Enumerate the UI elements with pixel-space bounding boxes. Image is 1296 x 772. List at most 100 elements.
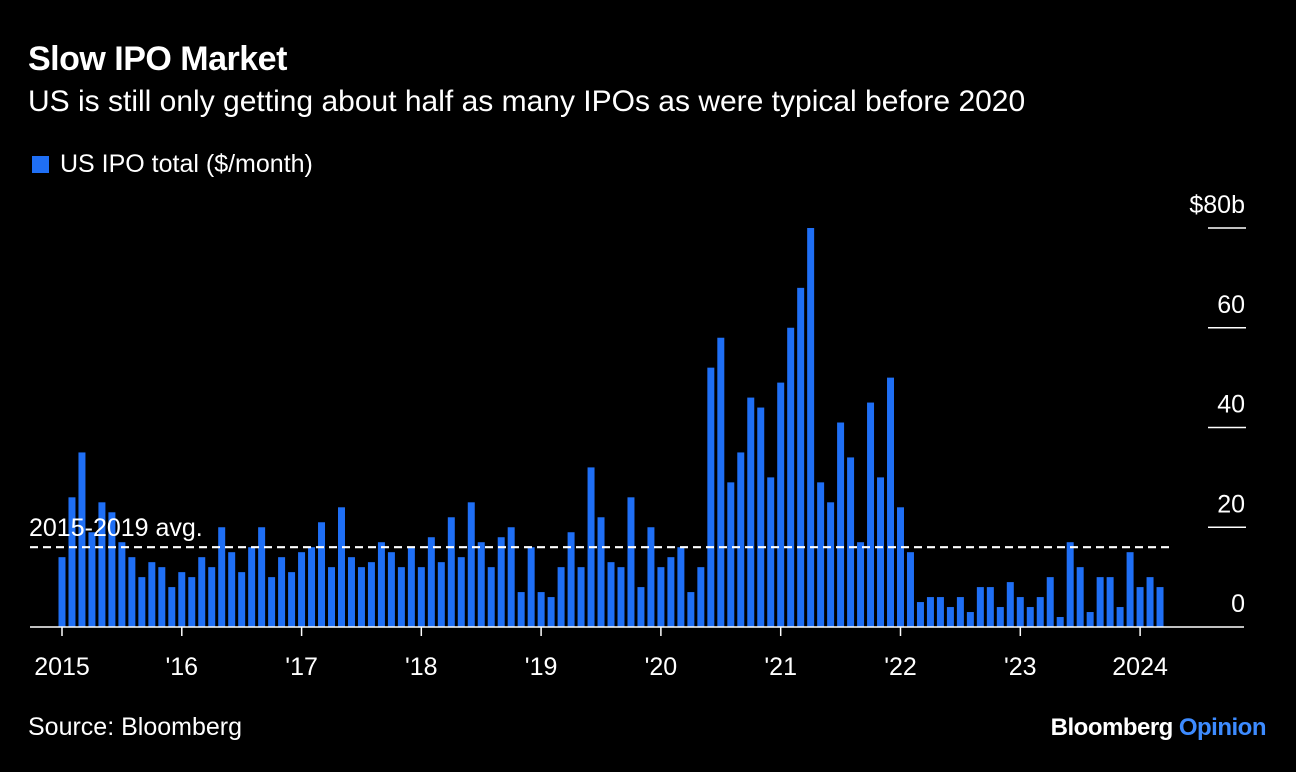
bar	[258, 527, 266, 627]
bar	[1106, 577, 1114, 628]
bar	[377, 542, 385, 627]
bar	[867, 402, 875, 627]
bar	[657, 567, 665, 627]
chart-title: Slow IPO Market	[28, 40, 287, 78]
bar	[1036, 597, 1044, 627]
bar	[238, 572, 246, 627]
bar	[158, 567, 166, 627]
bar	[1096, 577, 1104, 628]
legend-swatch	[32, 156, 49, 173]
x-tick-label: '22	[884, 653, 917, 681]
x-tick-label: '18	[405, 653, 438, 681]
bar	[338, 507, 345, 627]
bar	[897, 507, 904, 627]
bar	[1056, 617, 1064, 627]
bar	[687, 592, 695, 627]
bar	[996, 607, 1004, 627]
chart-subtitle: US is still only getting about half as m…	[28, 85, 1026, 118]
bar	[98, 502, 106, 627]
bar	[1076, 567, 1084, 627]
bar	[527, 547, 535, 627]
x-axis: 2015 '16 '17 '18 '19 '20 '21 '22 '23 2024	[34, 627, 1168, 681]
bar	[138, 577, 146, 628]
bar	[367, 562, 375, 627]
bar	[447, 517, 455, 627]
bar	[697, 567, 705, 627]
bar	[757, 407, 765, 627]
bar	[976, 587, 984, 627]
bar	[797, 287, 805, 627]
bar	[417, 567, 425, 627]
bar	[288, 572, 296, 627]
bar	[1146, 577, 1154, 628]
bar	[597, 517, 605, 627]
bar	[547, 597, 555, 627]
x-tick-label: 2024	[1112, 653, 1168, 681]
bar	[677, 547, 685, 627]
brand-suffix: Opinion	[1178, 714, 1267, 741]
y-tick-label: $80b	[1189, 191, 1245, 219]
bar	[1046, 577, 1054, 628]
bar	[228, 552, 236, 627]
bar	[787, 327, 795, 627]
reference-line-group: 2015-2019 avg.	[29, 514, 1172, 549]
bar	[437, 562, 445, 627]
y-tick-label: 20	[1217, 490, 1245, 518]
bar	[647, 527, 655, 627]
bar	[397, 567, 405, 627]
bar	[1126, 552, 1134, 627]
bar	[637, 587, 645, 627]
bar	[218, 527, 226, 627]
bar	[847, 457, 855, 627]
brand-name: Bloomberg	[1050, 714, 1174, 741]
bar	[208, 567, 216, 627]
bar	[1116, 607, 1124, 627]
bar	[248, 547, 256, 627]
bar	[986, 587, 994, 627]
bar	[178, 572, 186, 627]
bar	[517, 592, 525, 627]
source-note: Source: Bloomberg	[28, 713, 243, 741]
bar	[188, 577, 196, 628]
bar	[877, 477, 885, 628]
bar	[537, 592, 545, 627]
bar	[807, 228, 815, 627]
bar	[148, 562, 156, 627]
bar	[198, 557, 206, 627]
bar	[966, 612, 974, 627]
bar	[78, 452, 86, 627]
bar	[497, 537, 505, 627]
bar	[557, 567, 565, 627]
bar	[1156, 587, 1164, 627]
bar	[427, 537, 435, 627]
bar	[487, 567, 495, 627]
bar	[128, 557, 136, 627]
bar	[298, 552, 306, 627]
bars-group	[58, 228, 1164, 628]
bar	[906, 552, 914, 627]
bar	[567, 532, 575, 627]
bar	[737, 452, 745, 627]
bar	[1006, 582, 1014, 627]
bar	[577, 567, 585, 627]
bar	[1066, 542, 1074, 627]
bar	[767, 477, 775, 628]
bar	[118, 542, 126, 627]
y-tick-label: 60	[1217, 291, 1245, 319]
brand-logo: Bloomberg Opinion	[1050, 714, 1267, 742]
x-tick-label: '17	[285, 653, 318, 681]
x-tick-label: '19	[525, 653, 558, 681]
bar	[88, 532, 96, 627]
bar	[477, 542, 485, 627]
bar	[1086, 612, 1094, 627]
bar	[1136, 587, 1144, 627]
bar	[857, 542, 865, 627]
bar	[827, 502, 835, 627]
bar	[747, 397, 755, 627]
bar	[1016, 597, 1024, 627]
bar	[328, 567, 336, 627]
reference-line-label: 2015-2019 avg.	[29, 514, 203, 542]
bar	[956, 597, 964, 627]
y-tick-label: 40	[1217, 391, 1245, 419]
